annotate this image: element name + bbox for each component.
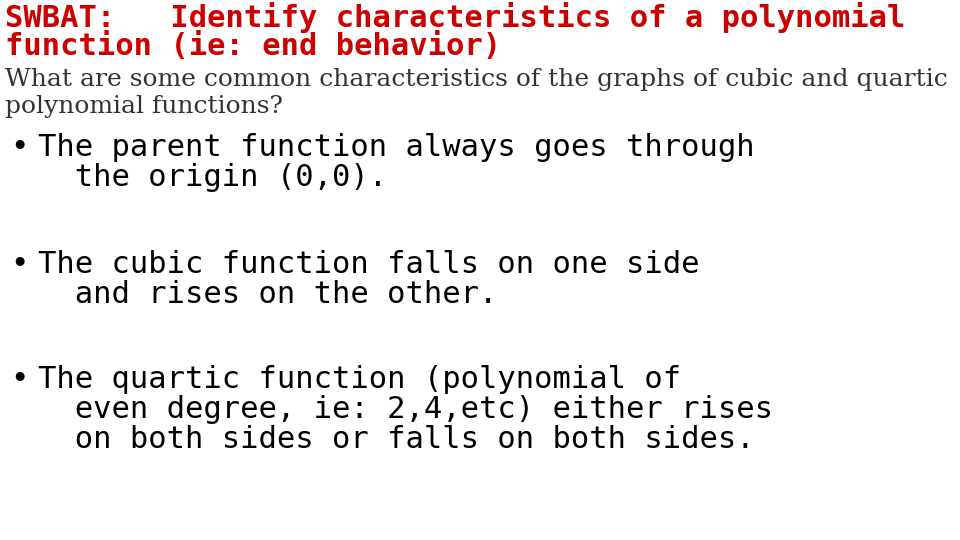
Text: on both sides or falls on both sides.: on both sides or falls on both sides.	[38, 425, 755, 454]
Text: and rises on the other.: and rises on the other.	[38, 280, 497, 309]
Text: even degree, ie: 2,4,etc) either rises: even degree, ie: 2,4,etc) either rises	[38, 395, 773, 424]
Text: •: •	[10, 365, 29, 394]
Text: polynomial functions?: polynomial functions?	[5, 95, 283, 118]
Text: SWBAT:   Identify characteristics of a polynomial: SWBAT: Identify characteristics of a pol…	[5, 2, 905, 33]
Text: •: •	[10, 250, 29, 279]
Text: The parent function always goes through: The parent function always goes through	[38, 133, 755, 162]
Text: The cubic function falls on one side: The cubic function falls on one side	[38, 250, 700, 279]
Text: the origin (0,0).: the origin (0,0).	[38, 163, 387, 192]
Text: •: •	[10, 133, 29, 162]
Text: function (ie: end behavior): function (ie: end behavior)	[5, 32, 501, 61]
Text: The quartic function (polynomial of: The quartic function (polynomial of	[38, 365, 682, 394]
Text: What are some common characteristics of the graphs of cubic and quartic: What are some common characteristics of …	[5, 68, 948, 91]
